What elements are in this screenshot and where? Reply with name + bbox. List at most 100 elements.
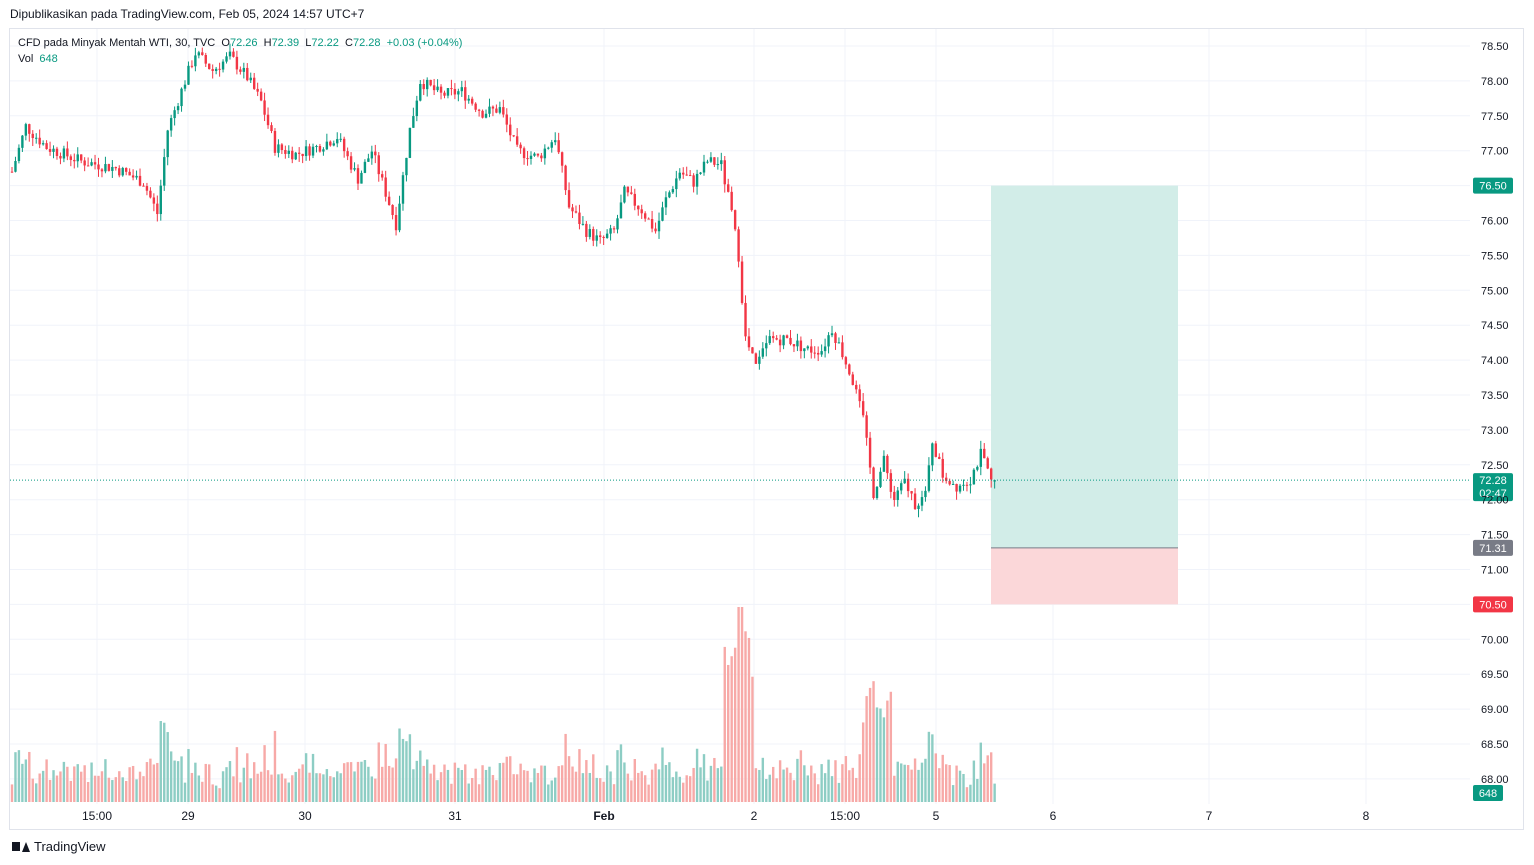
- candle-body: [581, 223, 585, 225]
- volume-bar: [938, 768, 941, 802]
- candle-body: [772, 336, 775, 339]
- volume-bar: [66, 766, 69, 802]
- y-tick-label: 72.00: [1481, 495, 1509, 507]
- volume-bar: [124, 781, 128, 802]
- candle-body: [744, 302, 747, 337]
- candle-body: [104, 164, 107, 172]
- candle-body: [626, 186, 630, 193]
- volume-bar: [522, 770, 526, 802]
- volume-bar: [204, 763, 207, 802]
- target-price-label: 76.50: [1479, 181, 1507, 193]
- candle-body: [387, 196, 391, 205]
- candle-body: [83, 160, 86, 166]
- volume-bar: [733, 647, 737, 802]
- volume-bar: [509, 756, 512, 802]
- candle-body: [488, 106, 491, 114]
- candle-body: [796, 340, 799, 347]
- candle-body: [211, 69, 214, 71]
- candle-body: [111, 166, 114, 171]
- candle-body: [533, 153, 536, 156]
- candle-body: [149, 190, 152, 198]
- volume-bar: [374, 778, 377, 802]
- x-tick-label: Feb: [593, 809, 614, 823]
- volume-bar: [163, 722, 166, 802]
- candle-body: [765, 343, 768, 349]
- candle-body: [266, 114, 270, 126]
- candle-body: [875, 486, 879, 499]
- candle-body: [893, 491, 896, 500]
- volume-bar: [903, 764, 906, 802]
- volume-bar: [208, 764, 211, 802]
- candle-body: [540, 155, 543, 159]
- candle-body: [882, 455, 886, 472]
- candle-body: [834, 333, 837, 343]
- volume-bar: [761, 757, 765, 802]
- volume-bar: [796, 758, 799, 802]
- candle-body: [989, 468, 993, 480]
- volume-bar: [893, 775, 896, 802]
- candle-body: [453, 88, 457, 95]
- volume-bar: [35, 783, 38, 802]
- candle-body: [470, 98, 474, 104]
- candle-body: [214, 68, 218, 71]
- open-label: O: [221, 37, 230, 49]
- candle-body: [235, 56, 239, 70]
- volume-bar: [401, 738, 405, 802]
- volume-bar: [159, 721, 162, 802]
- volume-bar: [875, 707, 879, 802]
- volume-bar: [405, 741, 408, 802]
- volume-bar: [560, 765, 564, 802]
- candle-body: [688, 175, 692, 177]
- candle-body: [249, 77, 252, 81]
- candle-body: [484, 113, 488, 118]
- candle-body: [360, 172, 363, 184]
- volume-bar: [564, 733, 567, 802]
- volume-bar: [650, 769, 654, 802]
- tradingview-footer[interactable]: TradingView: [12, 839, 106, 854]
- volume-bar: [235, 747, 239, 802]
- candle-body: [263, 100, 266, 115]
- symbol-legend: CFD pada Minyak Mentah WTI, 30, TVC O72.…: [18, 35, 462, 67]
- time-axis: 15:00 29 30 31 Feb 2 15:00 5 6 7 8: [82, 809, 1370, 823]
- volume-bar: [446, 769, 450, 802]
- volume-bar: [574, 771, 578, 802]
- volume-bar: [889, 691, 893, 802]
- candle-body: [59, 155, 62, 159]
- candle-body: [733, 210, 737, 230]
- y-tick-label: 69.00: [1481, 704, 1509, 716]
- volume-bar: [578, 749, 581, 802]
- candle-body: [145, 186, 149, 191]
- volume-bar: [242, 767, 246, 802]
- candle-body: [394, 215, 398, 231]
- volume-bar: [426, 759, 429, 802]
- volume-bar: [90, 762, 93, 802]
- candle-body: [841, 342, 844, 358]
- volume-bar: [187, 749, 190, 802]
- volume-bar: [422, 765, 425, 802]
- low-value: 72.22: [311, 37, 339, 49]
- candle-body: [512, 135, 515, 137]
- candle-body: [813, 352, 816, 354]
- volume-bar: [986, 755, 989, 802]
- volume-bar: [758, 769, 761, 802]
- volume-bar: [256, 773, 259, 802]
- candle-body: [685, 174, 688, 176]
- volume-bar: [969, 784, 972, 802]
- volume-bar: [259, 771, 263, 802]
- volume-bar: [830, 776, 834, 802]
- candle-body: [280, 144, 284, 151]
- volume-bar: [841, 764, 844, 802]
- volume-bar: [612, 784, 616, 802]
- volume-bar: [927, 731, 931, 802]
- volume-bar: [910, 769, 913, 802]
- x-tick-label: 30: [298, 809, 312, 823]
- volume-bar: [346, 762, 349, 802]
- candle-body: [588, 229, 592, 237]
- candle-body: [502, 107, 505, 115]
- volume-bar: [727, 664, 730, 802]
- volume-bar: [138, 771, 142, 802]
- candle-body: [422, 83, 425, 90]
- volume-bar: [505, 756, 508, 802]
- candle-body: [159, 185, 162, 215]
